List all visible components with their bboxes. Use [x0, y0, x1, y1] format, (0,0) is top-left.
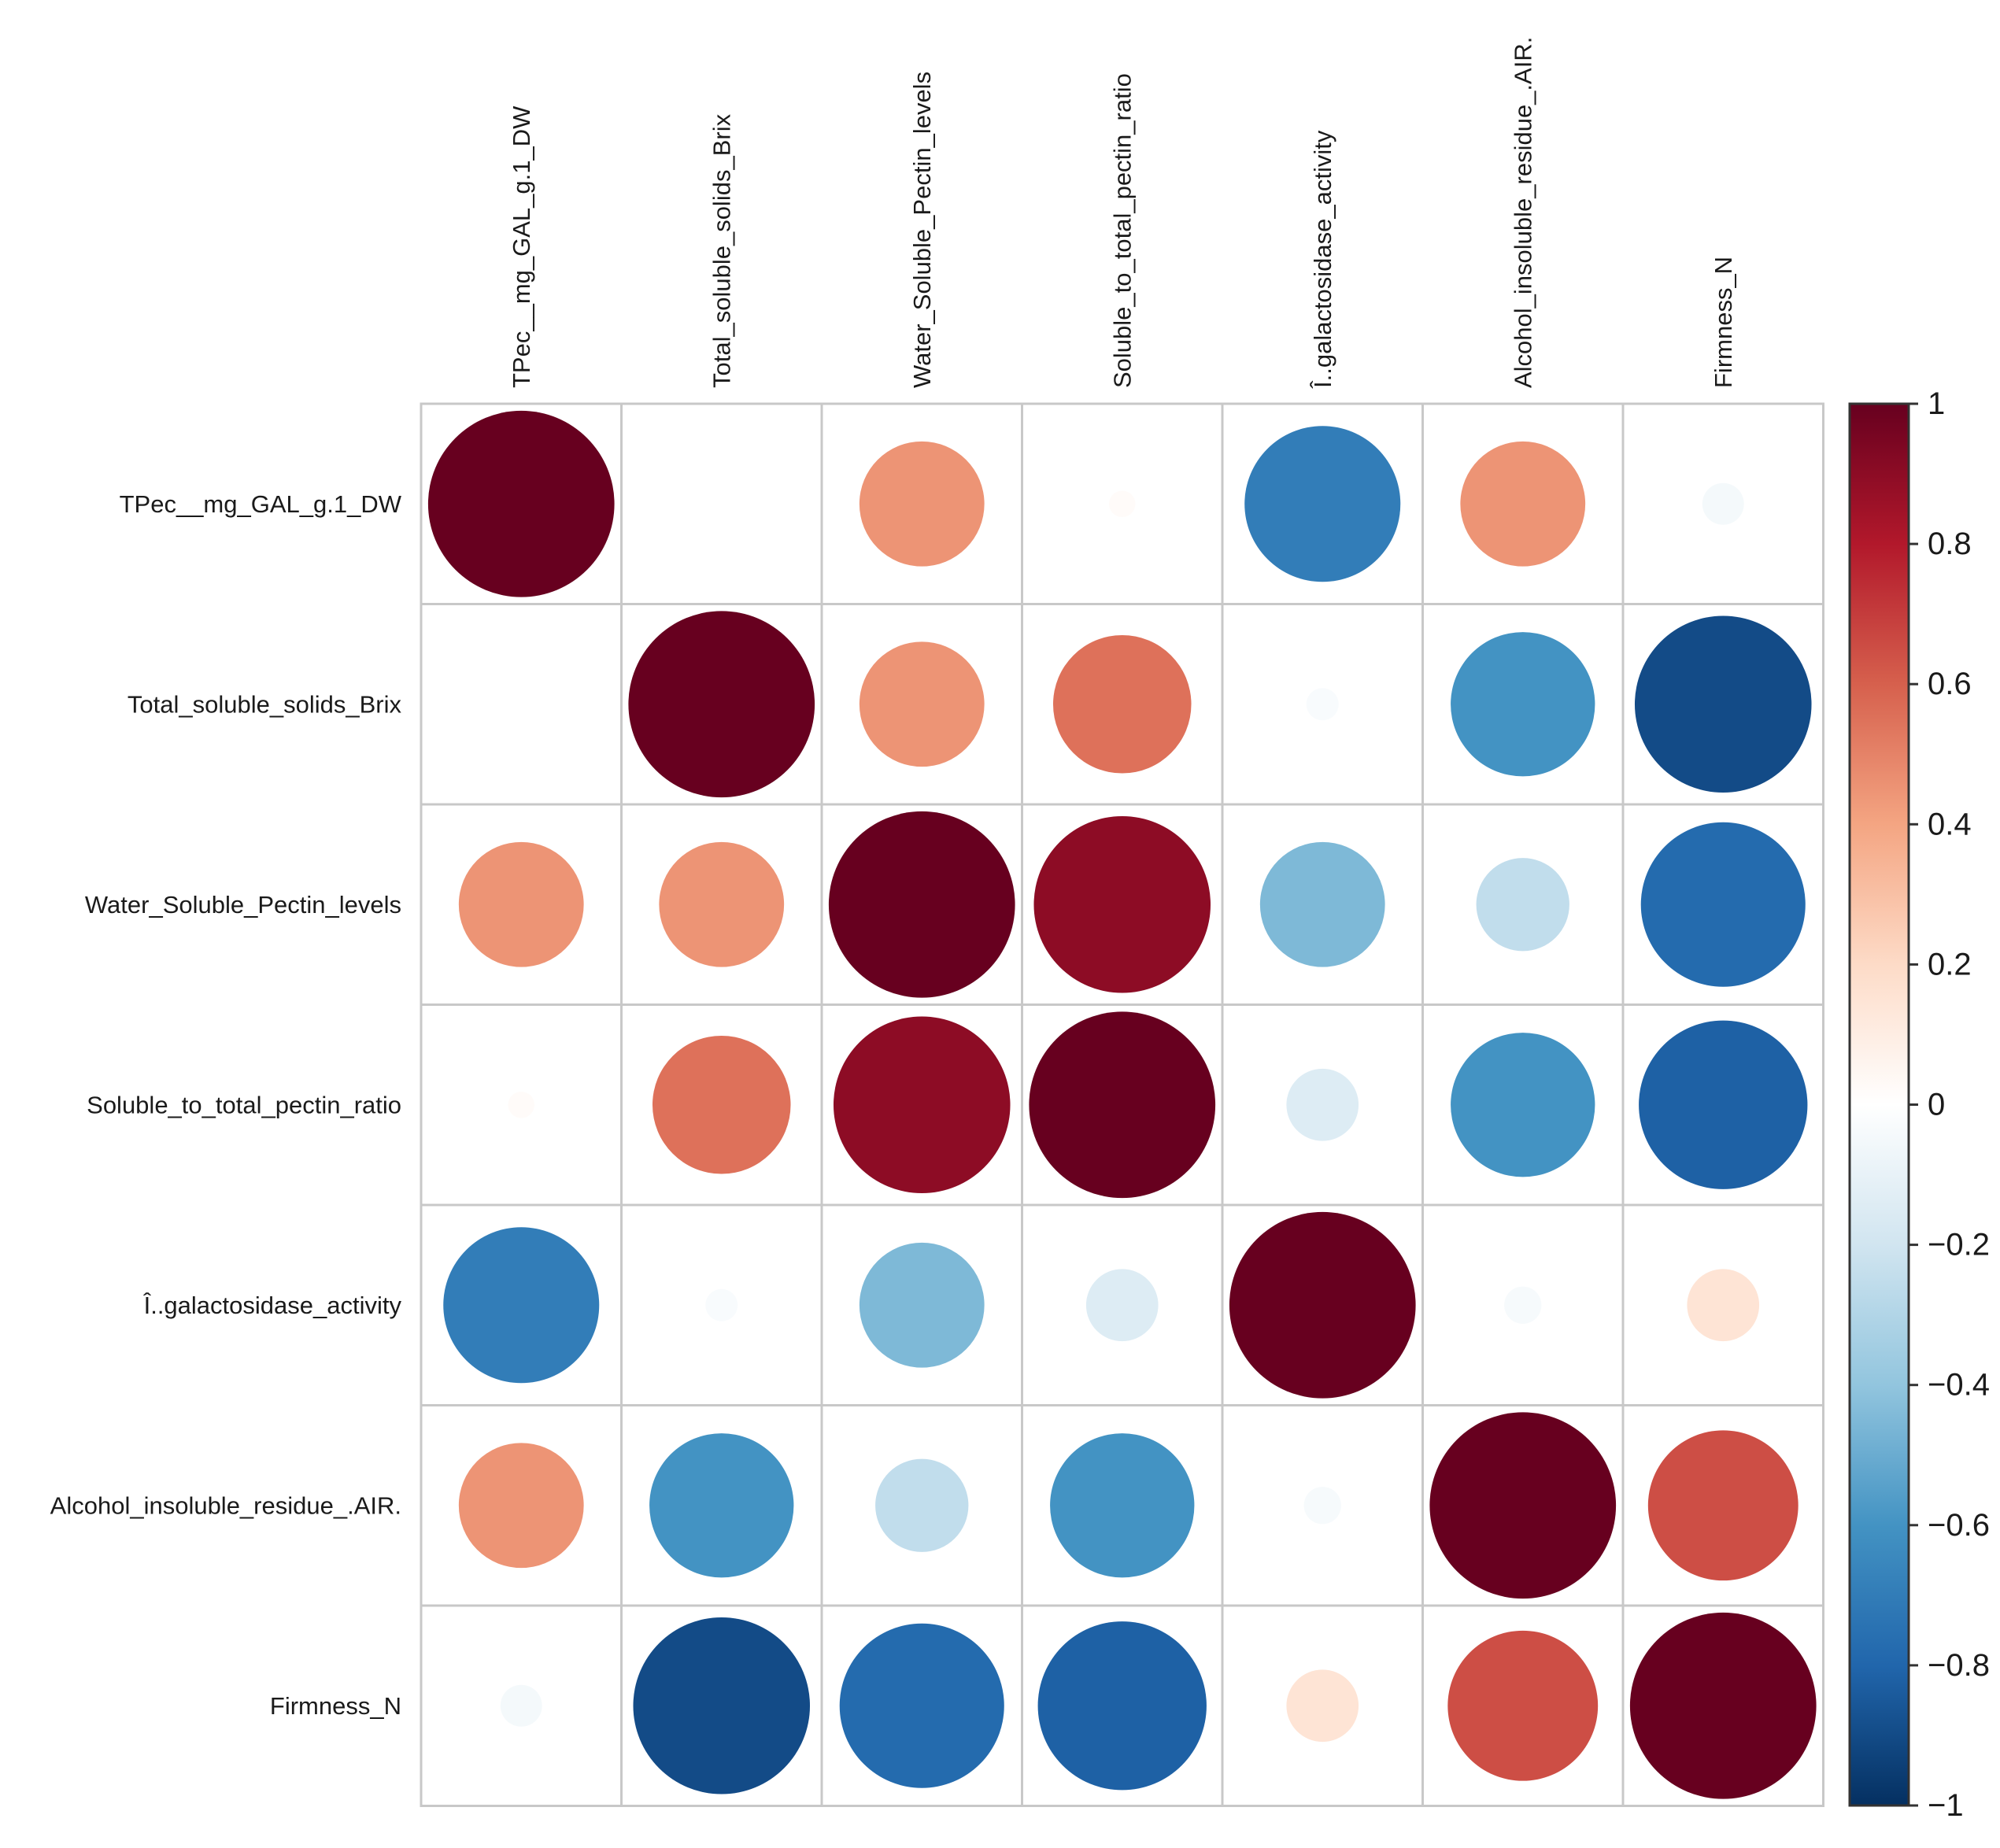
correlation-circle-3-7 [1640, 822, 1806, 987]
colorbar-tick-label: −0.2 [1928, 1228, 1990, 1262]
correlation-circle-4-4 [1029, 1011, 1216, 1199]
row-label: Alcohol_insoluble_residue_.AIR. [50, 1492, 401, 1520]
column-label: Water_Soluble_Pectin_levels [908, 72, 936, 388]
colorbar-tick-label: 0.4 [1928, 807, 1972, 841]
correlation-circles [427, 410, 1817, 1799]
correlation-circle-5-5 [1229, 1211, 1416, 1399]
colorbar-tick-label: −1 [1928, 1788, 1964, 1823]
colorbar-tick-label: −0.8 [1928, 1648, 1990, 1683]
correlation-circle-4-1 [508, 1092, 534, 1118]
correlation-circle-2-2 [628, 611, 815, 798]
colorbar-tick-label: −0.6 [1928, 1508, 1990, 1543]
column-labels: TPec__mg_GAL_g.1_DW Total_soluble_solids_… [508, 37, 1737, 389]
correlation-circle-4-2 [652, 1035, 791, 1174]
row-label: Water_Soluble_Pectin_levels [85, 891, 401, 918]
correlation-circle-6-5 [1303, 1487, 1341, 1525]
colorbar-tick-label: 0 [1928, 1088, 1945, 1122]
column-label: Soluble_to_total_pectin_ratio [1109, 73, 1137, 388]
correlation-circle-5-6 [1504, 1286, 1542, 1324]
correlation-circle-2-7 [1634, 615, 1812, 793]
matrix-cell [620, 402, 823, 605]
correlation-circle-6-1 [458, 1443, 584, 1569]
row-label: TPec__mg_GAL_g.1_DW [120, 490, 402, 518]
matrix-cell [420, 603, 623, 806]
correlation-circle-1-6 [1460, 441, 1586, 567]
correlation-circle-6-7 [1647, 1430, 1799, 1581]
column-label: Firmness_N [1710, 257, 1737, 388]
correlation-circle-7-1 [500, 1684, 542, 1727]
correlation-circle-3-1 [458, 841, 584, 967]
correlation-circle-5-2 [705, 1288, 738, 1321]
column-label: Total_soluble_solids_Brix [708, 113, 736, 388]
correlation-circle-1-3 [859, 441, 985, 567]
colorbar-tick-label: 0.2 [1928, 947, 1972, 981]
correlation-circle-6-6 [1429, 1412, 1617, 1599]
row-label: Total_soluble_solids_Brix [128, 691, 402, 719]
colorbar-tick-label: 1 [1928, 386, 1945, 421]
correlation-circle-5-3 [859, 1242, 985, 1368]
correlation-circle-2-6 [1451, 632, 1595, 777]
correlation-circle-6-3 [875, 1458, 969, 1552]
correlation-circle-2-4 [1052, 634, 1192, 774]
correlation-circle-2-3 [859, 641, 985, 767]
correlation-circle-3-3 [828, 811, 1015, 998]
correlation-circle-4-5 [1286, 1068, 1359, 1141]
correlation-circle-6-4 [1050, 1433, 1195, 1578]
correlation-circle-5-7 [1687, 1269, 1760, 1342]
correlation-circle-7-2 [633, 1617, 811, 1794]
correlation-circle-1-1 [427, 410, 615, 597]
colorbar-gradient [1848, 402, 1910, 1807]
correlation-circle-5-1 [443, 1227, 600, 1384]
colorbar-tick-label: 0.6 [1928, 667, 1972, 701]
correlation-circle-4-7 [1639, 1020, 1808, 1189]
row-label: Î..galactosidase_activity [143, 1292, 402, 1319]
row-label: Soluble_to_total_pectin_ratio [87, 1092, 401, 1119]
column-label: Alcohol_insoluble_residue_.AIR. [1510, 37, 1537, 388]
correlation-circle-2-5 [1306, 688, 1339, 721]
correlation-circle-7-5 [1286, 1669, 1359, 1743]
correlation-circle-7-6 [1447, 1630, 1599, 1781]
colorbar-tick-label: 0.8 [1928, 527, 1972, 561]
correlation-circle-7-4 [1037, 1621, 1207, 1791]
column-label: Î..galactosidase_activity [1309, 130, 1336, 389]
correlation-circle-3-4 [1033, 815, 1211, 993]
colorbar-tick-label: −0.4 [1928, 1368, 1990, 1403]
correlation-circle-1-4 [1109, 490, 1136, 517]
column-label: TPec__mg_GAL_g.1_DW [508, 105, 535, 388]
correlation-circle-7-3 [839, 1623, 1004, 1788]
correlation-circle-1-5 [1244, 426, 1401, 582]
correlation-circle-3-5 [1259, 841, 1385, 967]
row-labels: TPec__mg_GAL_g.1_DW Total_soluble_solids_… [50, 490, 402, 1720]
correlation-circle-4-6 [1451, 1033, 1595, 1177]
correlation-circle-4-3 [833, 1016, 1011, 1194]
correlation-circle-3-2 [659, 841, 785, 967]
correlation-circle-5-4 [1085, 1269, 1159, 1342]
row-label: Firmness_N [270, 1692, 401, 1720]
correlation-circle-6-2 [649, 1433, 794, 1578]
correlation-circle-1-7 [1702, 482, 1744, 525]
correlation-circle-3-6 [1476, 858, 1569, 952]
colorbar: 1 0.8 0.6 0.4 0.2 0 −0.2 −0.4 −0.6 −0.8 −1 [1848, 386, 1990, 1823]
correlation-circle-7-7 [1629, 1612, 1817, 1799]
